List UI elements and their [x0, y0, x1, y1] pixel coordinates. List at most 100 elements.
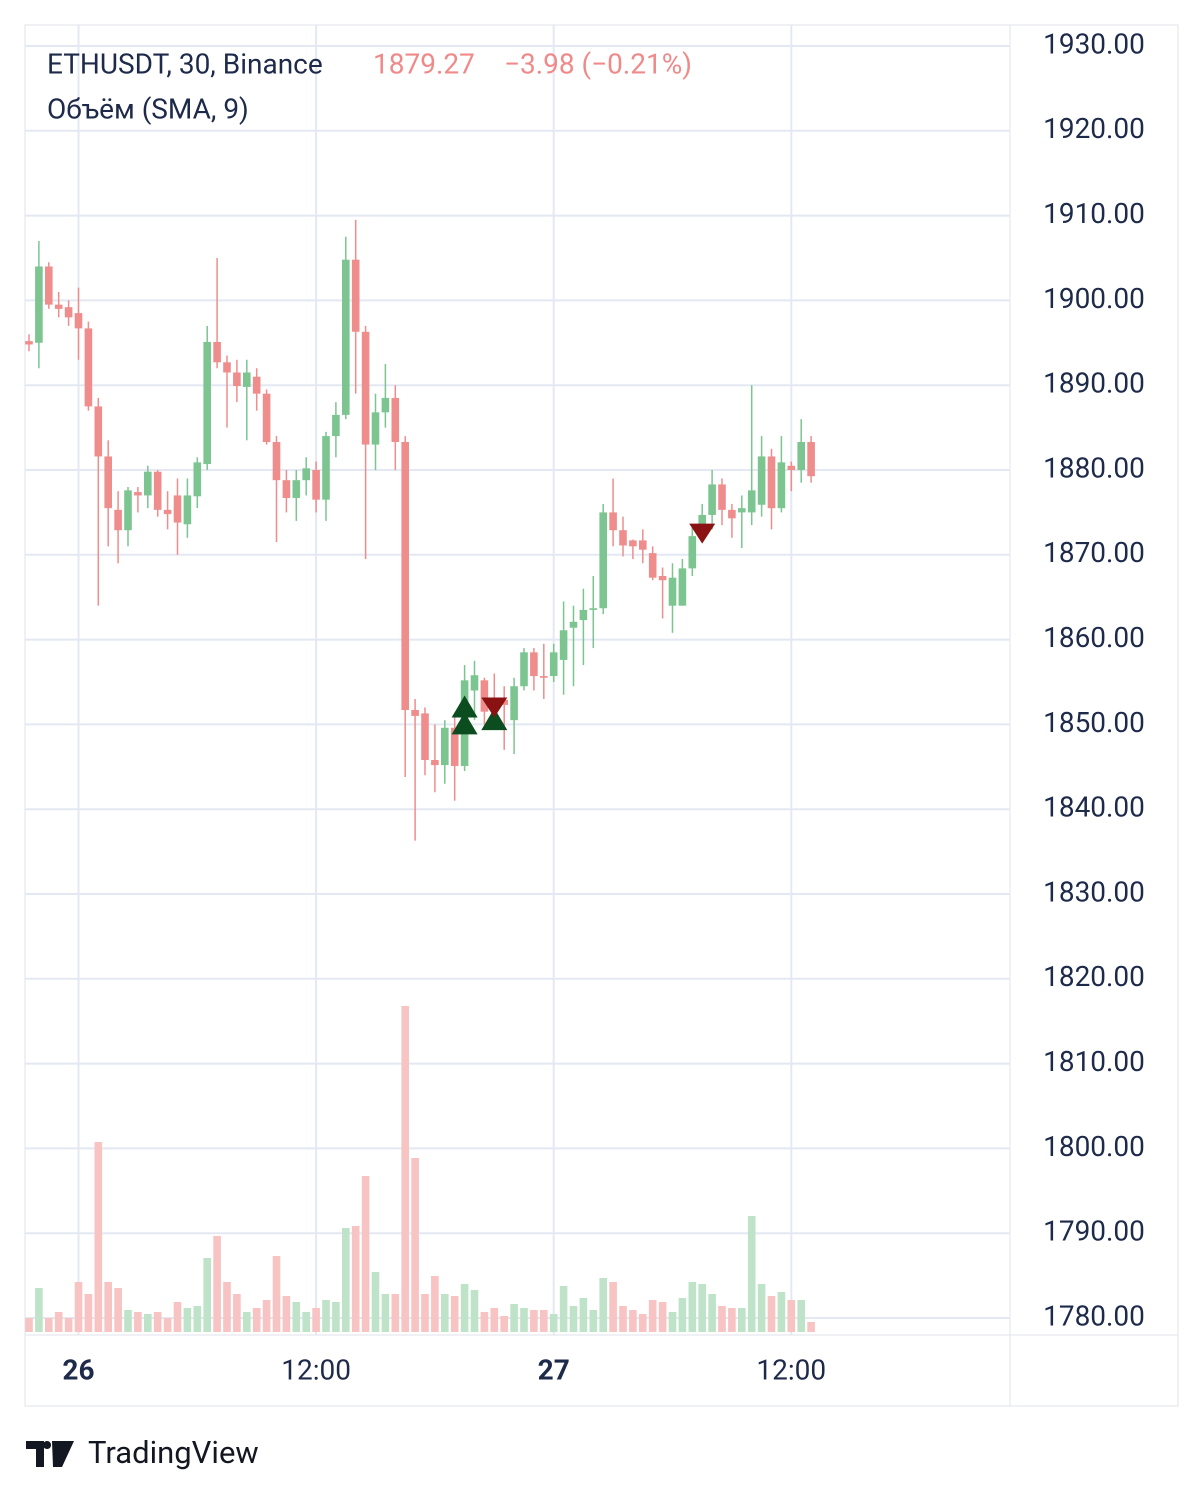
candle-body — [233, 372, 241, 387]
candle-body — [579, 609, 588, 621]
candle-body — [262, 393, 271, 443]
candle-layer — [25, 219, 815, 841]
candle-body — [450, 727, 459, 766]
volume-bar — [480, 1312, 489, 1332]
candle-body — [589, 608, 598, 610]
candle-body — [530, 652, 538, 677]
volume-bar — [470, 1290, 479, 1332]
brand-name: TradingView — [88, 1434, 259, 1471]
candle-body — [500, 699, 508, 705]
candle-body — [272, 442, 281, 481]
volume-bar — [619, 1306, 627, 1332]
volume-bar — [797, 1300, 805, 1332]
y-tick-label: 1880.00 — [1043, 451, 1145, 484]
volume-bar — [104, 1282, 112, 1332]
candle-body — [332, 414, 340, 437]
candle-body — [777, 462, 786, 509]
candle-body — [569, 621, 578, 628]
sell-marker — [481, 697, 508, 718]
legend-indicator: Объём (SMA, 9) — [47, 92, 249, 125]
candle-body — [559, 630, 568, 660]
volume-bar — [134, 1312, 142, 1332]
candle-body — [104, 456, 112, 509]
candle-body — [441, 727, 449, 766]
candle-body — [431, 760, 439, 766]
x-tick-label: 27 — [538, 1353, 570, 1386]
volume-bar — [351, 1226, 360, 1332]
volume-bar — [223, 1282, 231, 1332]
candle-body — [173, 495, 182, 523]
volume-bar — [381, 1294, 390, 1332]
volume-bar — [490, 1308, 499, 1332]
volume-bar — [361, 1176, 370, 1332]
candle-body — [688, 536, 697, 569]
legend-symbol: ETHUSDT, 30, Binance — [47, 47, 323, 80]
volume-bar — [450, 1296, 459, 1332]
candle-body — [243, 372, 251, 387]
volume-bar — [559, 1286, 568, 1332]
volume-bar — [698, 1284, 706, 1332]
candle-body — [144, 471, 152, 496]
volume-bar — [243, 1312, 251, 1332]
volume-bar — [708, 1294, 716, 1332]
volume-bar — [569, 1306, 578, 1332]
candle-body — [361, 331, 370, 445]
candle-body — [520, 652, 528, 687]
volume-bar — [64, 1318, 73, 1332]
sell-marker — [689, 523, 716, 544]
volume-bar — [292, 1302, 301, 1332]
volume-bar — [678, 1298, 687, 1332]
legend-change: −3.98 (−0.21%) — [504, 47, 692, 80]
candle-body — [797, 442, 805, 470]
candle-body — [54, 304, 63, 309]
candle-body — [223, 362, 231, 373]
volume-bar — [648, 1300, 657, 1332]
candle-body — [35, 266, 43, 343]
chart-frame — [24, 24, 1179, 1407]
volume-bar — [391, 1294, 400, 1332]
y-tick-label: 1890.00 — [1043, 367, 1145, 400]
candle-body — [609, 512, 617, 531]
y-tick-label: 1800.00 — [1043, 1130, 1145, 1163]
candle-body — [411, 709, 419, 716]
candle-body — [342, 259, 350, 415]
volume-bar — [718, 1306, 726, 1332]
y-tick-label: 1920.00 — [1043, 112, 1145, 145]
volume-bar — [767, 1296, 776, 1332]
volume-bar — [757, 1284, 766, 1332]
y-tick-label: 1860.00 — [1043, 621, 1145, 654]
candle-body — [619, 530, 627, 546]
volume-bar — [153, 1312, 162, 1332]
candle-body — [639, 540, 647, 550]
candle-body — [124, 490, 132, 531]
volume-bar — [549, 1314, 558, 1332]
volume-bar — [777, 1292, 786, 1332]
volume-bar — [460, 1284, 469, 1332]
volume-bar — [747, 1216, 756, 1332]
grid — [25, 25, 1010, 1335]
volume-bar — [599, 1278, 607, 1332]
candle-body — [658, 576, 667, 581]
candle-body — [94, 406, 103, 457]
volume-bar — [213, 1236, 221, 1332]
volume-bar — [639, 1314, 647, 1332]
y-tick-label: 1810.00 — [1043, 1045, 1145, 1078]
x-tick-label: 26 — [62, 1353, 94, 1386]
volume-bar — [688, 1282, 697, 1332]
buy-marker — [481, 708, 508, 731]
candle-body — [282, 480, 291, 498]
volume-bar — [431, 1276, 439, 1332]
candle-body — [351, 259, 360, 332]
volume-bar — [609, 1282, 617, 1332]
y-tick-label: 1840.00 — [1043, 791, 1145, 824]
volume-bar — [252, 1308, 261, 1332]
candle-body — [252, 376, 261, 394]
candle-body — [718, 484, 726, 510]
volume-bar — [520, 1308, 528, 1332]
candle-body — [25, 341, 33, 345]
candle-body — [114, 509, 122, 531]
candle-body — [74, 313, 83, 329]
candle-body — [322, 436, 330, 500]
volume-bar — [787, 1300, 796, 1332]
